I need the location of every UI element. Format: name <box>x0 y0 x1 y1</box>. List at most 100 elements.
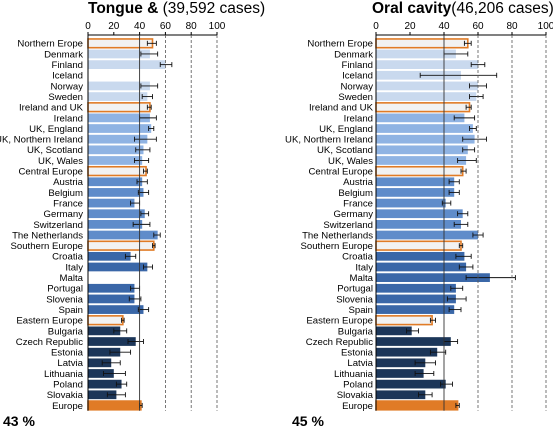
tongue-bar-central-europe <box>87 165 147 177</box>
oral-cavity-category-label: Czech Republic <box>306 337 373 348</box>
tongue-x-tick-label: 0 <box>85 21 91 32</box>
tongue-chart: 0 20 40 60 80 100 Northern EropeDenmarkFinland… <box>0 21 226 412</box>
tongue-category-label: Poland <box>53 380 83 391</box>
tongue-bar-norway <box>88 81 150 91</box>
oral-cavity-category-label: Europe <box>342 401 373 412</box>
oral-cavity-bar-slovenia <box>376 294 456 304</box>
tongue-category-label: France <box>53 198 83 209</box>
oral-cavity-bar-bulgaria <box>376 326 412 336</box>
oral-cavity-bar-the-netherlands <box>376 230 478 240</box>
tongue-x-tick-label: 20 <box>108 21 120 32</box>
tongue-bar-the-netherlands <box>88 230 158 240</box>
tongue-category-label: Sweden <box>48 92 83 103</box>
tongue-category-label: Slovakia <box>47 390 84 401</box>
tongue-bar-sweden <box>88 92 148 101</box>
oral-cavity-category-label: Lithuania <box>334 369 374 380</box>
oral-cavity-bar-uk-northern-ireland <box>376 134 475 144</box>
oral-cavity-category-label: Spain <box>348 305 373 316</box>
oral-cavity-bar-slovakia <box>376 390 426 400</box>
tongue-x-tick-label: 40 <box>134 21 146 32</box>
oral-cavity-title: Oral cavity <box>372 0 452 17</box>
oral-cavity-category-label: Southern Europe <box>300 241 373 252</box>
tongue-bar-europe <box>87 400 142 411</box>
oral-cavity-category-label: UK, Northern Ireland <box>285 135 373 146</box>
oral-cavity-category-label: Italy <box>355 262 373 273</box>
oral-cavity-category-label: UK, England <box>319 124 373 135</box>
oral-cavity-bar-ireland <box>376 113 465 123</box>
tongue-category-label: UK, Wales <box>38 156 83 167</box>
oral-cavity-bar-switzerland <box>376 220 461 229</box>
oral-cavity-x-tick-label: 100 <box>538 21 553 32</box>
oral-cavity-bar-spain <box>376 305 455 314</box>
oral-cavity-category-label: Finland <box>342 60 373 71</box>
oral-cavity-subtitle: (46,206 cases) <box>451 0 553 17</box>
tongue-bar-uk-wales <box>88 156 143 165</box>
oral-cavity-category-label: Portugal <box>337 284 373 295</box>
tongue-x-tick-label: 100 <box>209 21 226 32</box>
tongue-x-tick-label: 60 <box>160 21 172 32</box>
oral-cavity-bar-uk-scotland <box>376 145 468 155</box>
oral-cavity-bar-germany <box>376 209 463 219</box>
tongue-category-label: Denmark <box>44 49 83 60</box>
tongue-category-label: Slovenia <box>46 294 83 305</box>
oral-cavity-category-label: France <box>343 198 373 209</box>
oral-cavity-bar-denmark <box>376 49 456 59</box>
tongue-bar-croatia <box>88 251 131 261</box>
tongue-bar-poland <box>88 379 122 389</box>
tongue-bar-slovakia <box>88 390 117 400</box>
tongue-bar-estonia <box>88 347 121 357</box>
oral-cavity-bar-eastern-europe <box>375 315 433 326</box>
oral-cavity-bar-italy <box>376 262 467 272</box>
tongue-category-label: Belgium <box>48 188 83 199</box>
oral-cavity-bar-norway <box>376 81 478 91</box>
tongue-category-label: The Netherlands <box>12 230 83 241</box>
tongue-bar-france <box>88 198 135 208</box>
oral-cavity-x-tick-label: 80 <box>506 21 518 32</box>
oral-cavity-bar-lithuania <box>376 369 424 378</box>
tongue-category-label: Germany <box>44 209 84 220</box>
oral-cavity-category-label: UK, Scotland <box>317 145 373 156</box>
oral-cavity-bar-poland <box>376 379 446 389</box>
oral-cavity-category-label: Estonia <box>341 348 374 359</box>
tongue-category-label: Bulgaria <box>48 326 84 337</box>
oral-cavity-bar-croatia <box>376 251 465 261</box>
tongue-category-label: Ireland and UK <box>19 103 84 114</box>
tongue-bar-eastern-europe <box>87 315 124 326</box>
oral-cavity-bar-ireland-and-uk <box>375 102 471 113</box>
tongue-bar-northern-erope <box>87 38 154 49</box>
tongue-bar-uk-northern-ireland <box>88 134 148 144</box>
oral-cavity-bar-latvia <box>376 358 426 368</box>
oral-cavity-bar-northern-erope <box>375 38 469 49</box>
tongue-category-label: Spain <box>58 305 83 316</box>
oral-cavity-bar-belgium <box>376 188 455 197</box>
tongue-category-label: Malta <box>60 273 84 284</box>
oral-cavity-category-label: Switzerland <box>323 220 373 231</box>
tongue-bar-southern-europe <box>87 240 155 251</box>
oral-cavity-bar-france <box>376 198 446 208</box>
oral-cavity-category-label: Norway <box>340 81 373 92</box>
tongue-category-label: Iceland <box>52 71 83 82</box>
tongue-category-label: UK, England <box>29 124 83 135</box>
oral-cavity-bar-czech-republic <box>376 337 451 346</box>
tongue-category-label: Portugal <box>47 284 83 295</box>
oral-cavity-category-label: Croatia <box>342 252 374 263</box>
oral-cavity-category-label: Ireland and UK <box>309 103 374 114</box>
oral-cavity-bar-uk-england <box>376 124 473 133</box>
oral-cavity-x-tick-label: 20 <box>404 21 416 32</box>
tongue-bar-slovenia <box>88 294 135 304</box>
tongue-x-tick-label: 80 <box>186 21 198 32</box>
oral-cavity-category-label: Central Europe <box>308 167 373 178</box>
oral-cavity-chart-title: Oral cavity(46,206 cases) <box>372 0 553 18</box>
oral-cavity-bar-central-europe <box>375 165 464 177</box>
oral-cavity-bar-malta <box>376 273 490 282</box>
tongue-category-label: Central Europe <box>18 167 83 178</box>
oral-cavity-category-label: Bulgaria <box>338 326 374 337</box>
tongue-category-label: Northern Erope <box>17 39 83 50</box>
tongue-bar-portugal <box>88 283 135 293</box>
oral-cavity-x-tick-label: 60 <box>472 21 484 32</box>
tongue-category-label: Europe <box>52 401 83 412</box>
oral-cavity-category-label: Belgium <box>338 188 373 199</box>
oral-cavity-category-label: Latvia <box>347 358 373 369</box>
tongue-bar-switzerland <box>88 220 143 229</box>
